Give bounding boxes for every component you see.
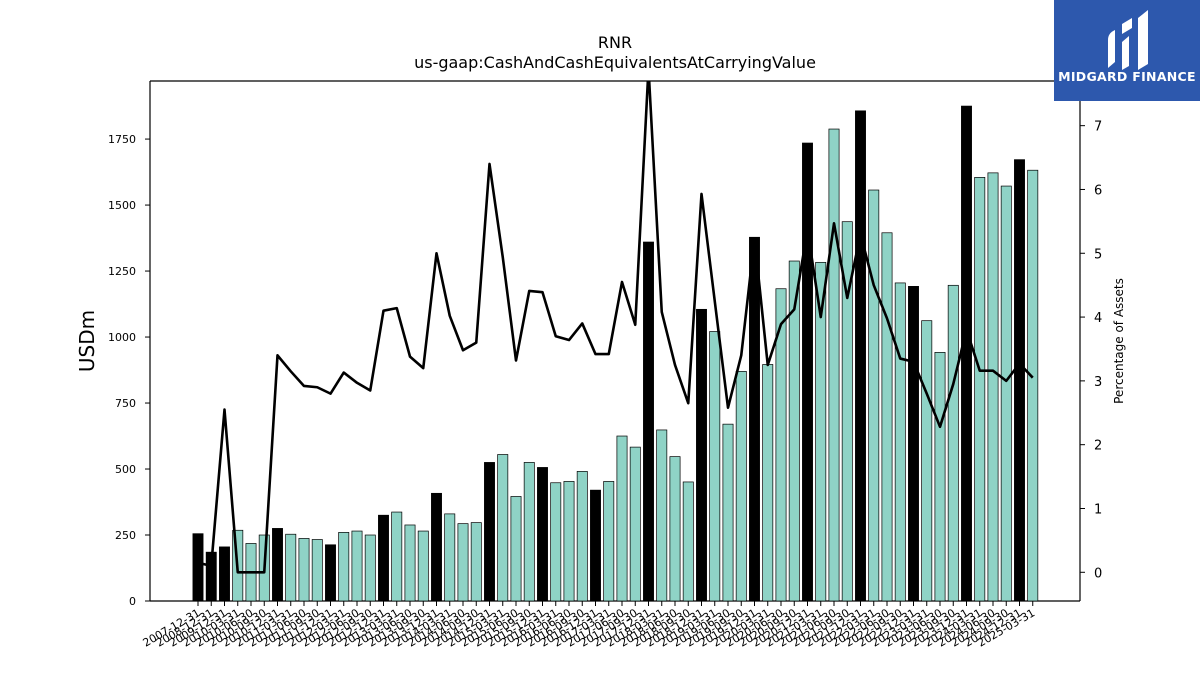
percentage-of-assets-line: [197, 81, 1034, 574]
bar-2015-09-30: [523, 462, 535, 602]
bar-2016-09-30: [576, 471, 588, 602]
y-tick-label: 1500: [108, 199, 136, 212]
bar-2017-12-31: [643, 241, 654, 602]
bar-2018-06-30: [669, 456, 681, 602]
logo-text: MIDGARD FINANCE: [1058, 69, 1196, 84]
y-axis-label: USDm: [75, 310, 99, 372]
midgard-finance-logo: MIDGARD FINANCE: [1054, 0, 1200, 101]
bar-2024-06-30: [987, 172, 999, 602]
y-tick-label: 1750: [108, 133, 136, 146]
bar-2017-09-30: [629, 446, 641, 602]
y2-tick-label: 7: [1094, 120, 1102, 135]
bar-2017-03-31: [603, 481, 615, 602]
bar-2022-03-31: [868, 189, 880, 602]
y2-tick-label: 4: [1094, 311, 1102, 326]
y2-tick-label: 2: [1094, 439, 1102, 454]
chart-title: RNR: [598, 33, 632, 52]
bar-2015-03-31: [497, 454, 509, 602]
bar-2011-09-30: [311, 539, 323, 602]
bar-2016-12-31: [590, 489, 601, 602]
bar-2021-06-30: [828, 128, 840, 602]
bar-2010-12-31: [272, 528, 283, 602]
bar-2021-12-31: [855, 110, 866, 602]
bar-2025-03-31: [1027, 169, 1039, 602]
bar-2022-06-30: [881, 232, 893, 602]
bar-2014-03-31: [444, 513, 456, 602]
bar-2009-12-31: [219, 546, 230, 602]
left-y-axis-ticks: 0 250 500 750 1000 1250 1500 1750: [108, 133, 150, 608]
y-tick-label: 250: [115, 529, 136, 542]
y-tick-label: 1000: [108, 331, 136, 344]
y-tick-label: 750: [115, 397, 136, 410]
bar-2018-09-30: [682, 481, 694, 602]
bar-2012-12-31: [378, 514, 389, 602]
bar-2022-12-31: [908, 286, 919, 602]
y2-tick-label: 6: [1094, 183, 1102, 198]
y-tick-label: 0: [129, 595, 136, 608]
bar-2020-12-31: [802, 142, 813, 602]
bar-2019-03-31: [709, 331, 721, 602]
bar-2024-03-31: [974, 177, 986, 602]
y2-tick-label: 5: [1094, 247, 1102, 262]
bar-2012-09-30: [364, 534, 376, 602]
bar-2007-12-31: [192, 533, 204, 602]
bar-2016-06-30: [563, 481, 575, 602]
bar-2023-03-31: [921, 320, 933, 602]
y2-axis-label: Percentage of Assets: [1112, 278, 1126, 404]
bar-2024-12-31: [1014, 159, 1025, 602]
bar-2019-12-31: [749, 236, 760, 602]
bar-2024-09-30: [1000, 185, 1012, 602]
y2-tick-label: 1: [1094, 502, 1102, 517]
bar-2014-09-30: [470, 522, 482, 602]
bar-2015-06-30: [510, 496, 522, 602]
bar-2023-06-30: [934, 352, 946, 602]
bar-2023-09-30: [947, 284, 959, 602]
chart-subtitle: us-gaap:CashAndCashEquivalentsAtCarrying…: [414, 53, 816, 72]
logo-mark-icon: [1108, 10, 1148, 70]
y-tick-label: 1250: [108, 265, 136, 278]
bar-2015-12-31: [537, 467, 548, 602]
percentage-line: [197, 81, 1034, 574]
bar-2014-12-31: [484, 462, 495, 602]
bars: [192, 105, 1039, 602]
bar-2011-06-30: [298, 538, 310, 602]
bar-2019-06-30: [722, 423, 734, 602]
bar-2013-06-30: [404, 524, 416, 602]
bar-2013-12-31: [431, 492, 442, 602]
bar-2014-06-30: [457, 523, 469, 602]
bar-2018-12-31: [696, 308, 707, 602]
x-axis-ticks: 2007-12-312008-12-312009-12-312010-03-31…: [141, 601, 1037, 650]
bar-2012-06-30: [351, 530, 363, 602]
bar-2018-03-31: [656, 429, 668, 602]
y-tick-label: 500: [115, 463, 136, 476]
bar-2017-06-30: [616, 435, 628, 602]
y2-tick-label: 3: [1094, 375, 1102, 390]
bar-2020-03-31: [762, 364, 774, 602]
bar-2012-03-31: [338, 532, 350, 602]
bar-2013-09-30: [417, 530, 429, 602]
bar-2022-09-30: [894, 282, 906, 602]
bar-2016-03-31: [550, 482, 562, 602]
bar-2023-12-31: [961, 105, 972, 602]
bar-2019-09-30: [735, 371, 747, 602]
bar-2013-03-31: [391, 511, 403, 602]
bar-2011-03-31: [285, 533, 297, 602]
right-y-axis-ticks: 0 1 2 3 4 5 6 7: [1080, 120, 1102, 581]
y2-tick-label: 0: [1094, 566, 1102, 581]
bar-2011-12-31: [325, 544, 336, 602]
